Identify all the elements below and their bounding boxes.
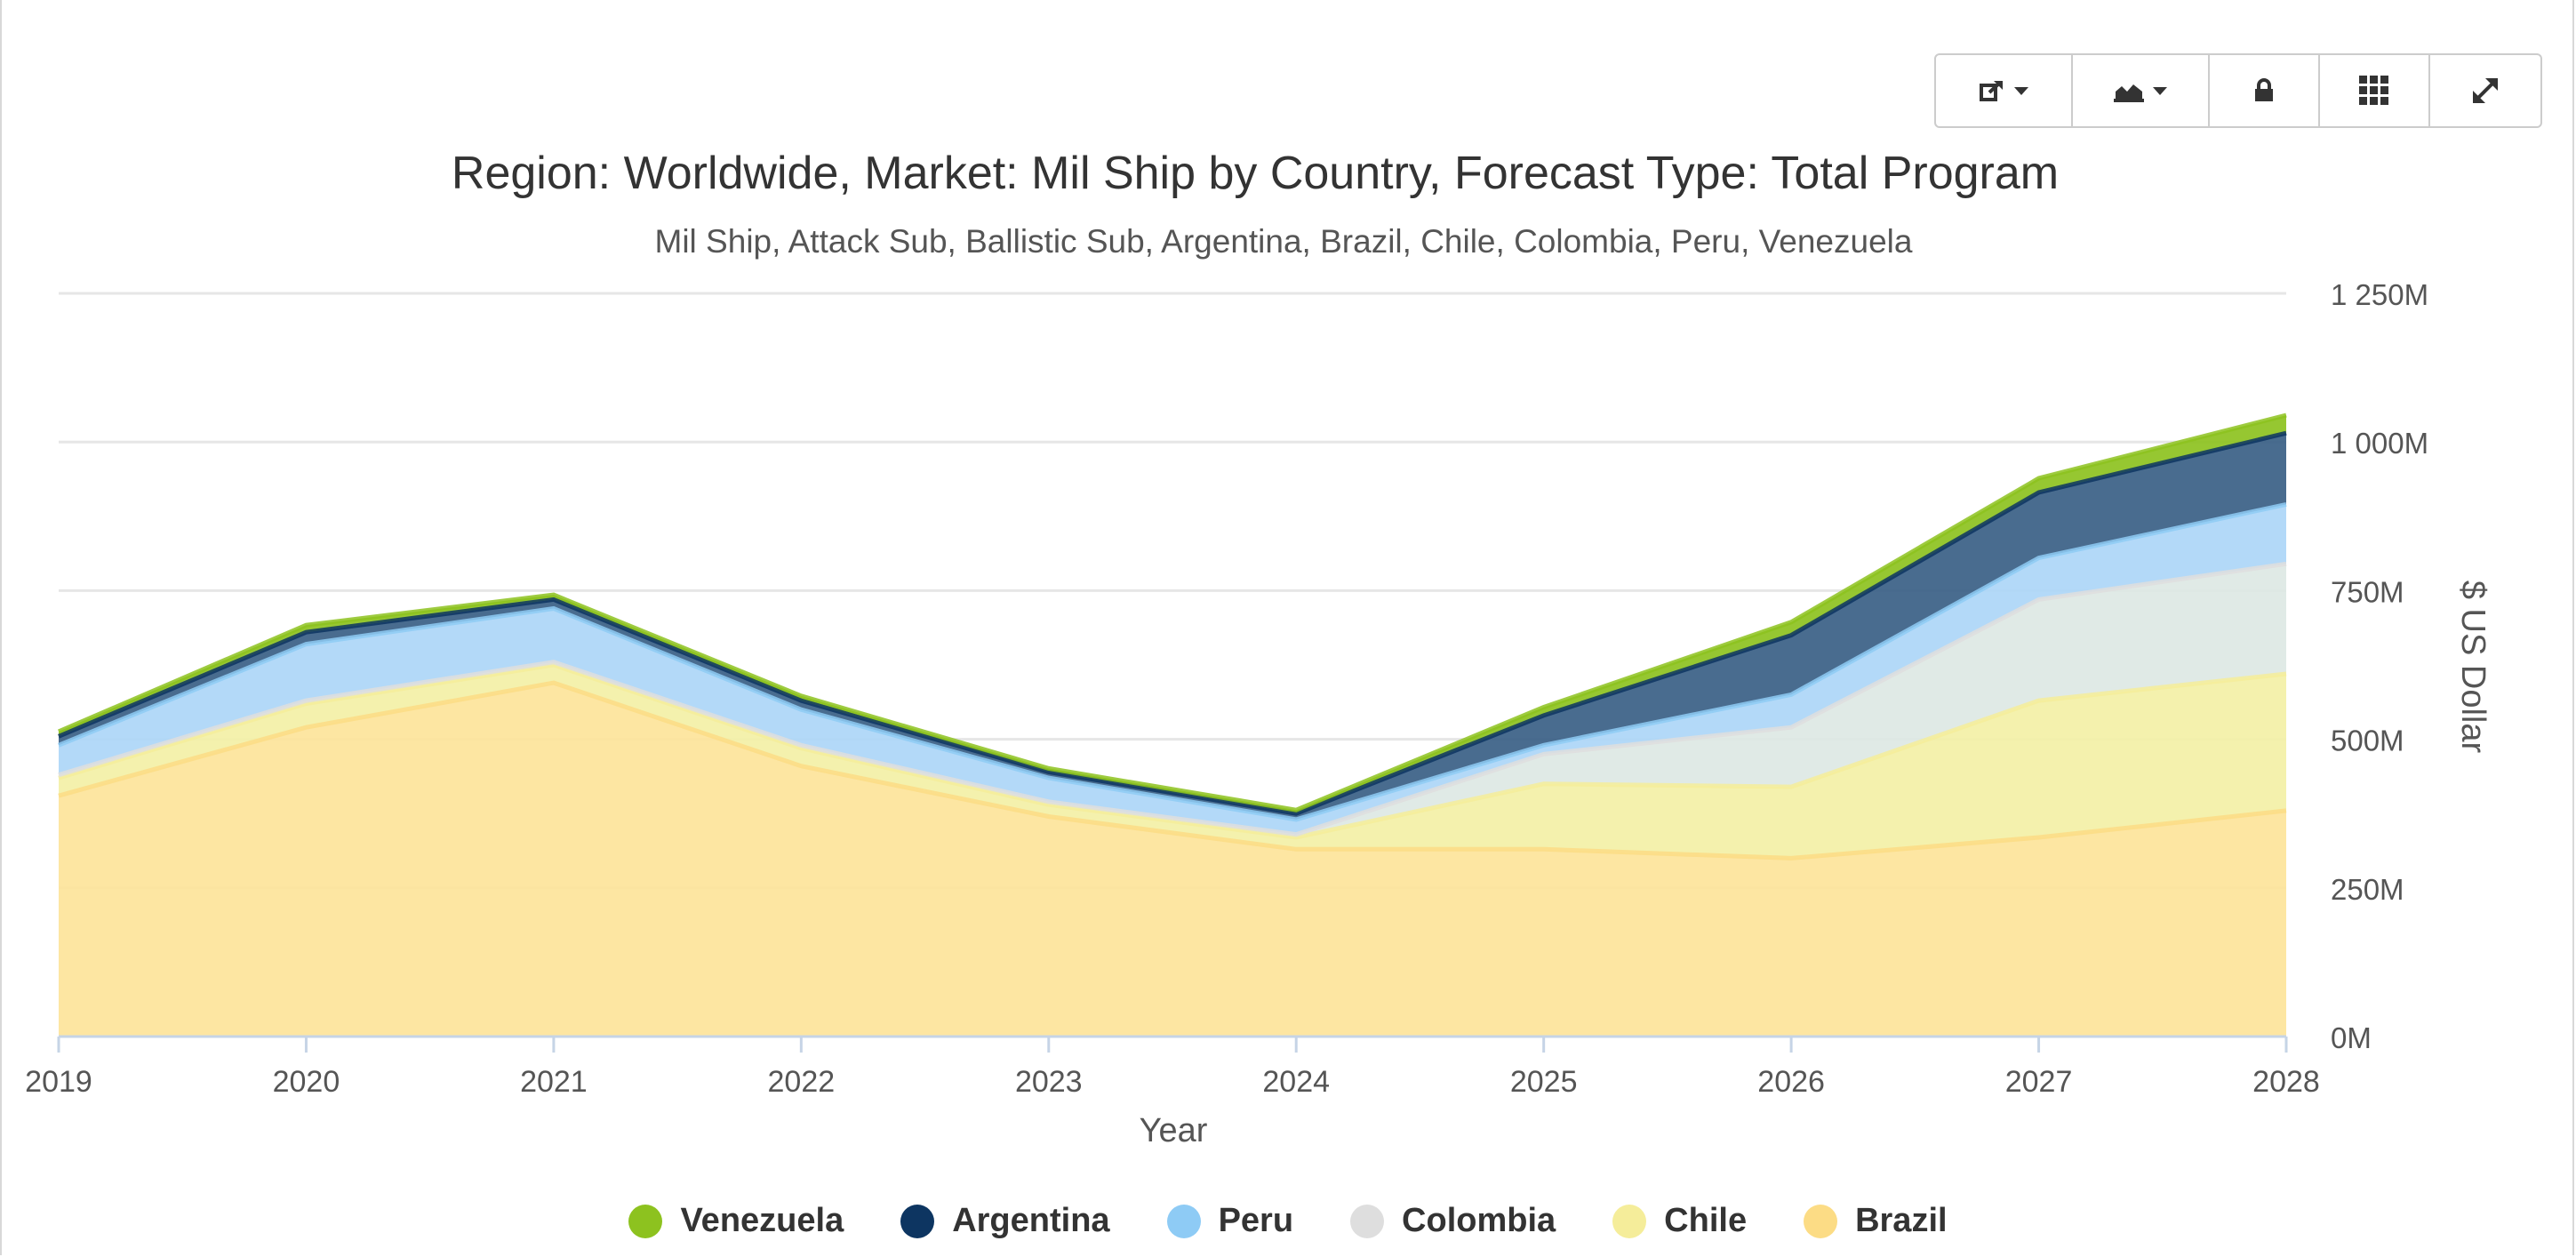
- series-line-chile: [58, 662, 2287, 840]
- expand-button[interactable]: [2430, 55, 2540, 126]
- legend-marker: [628, 1204, 663, 1238]
- legend-marker: [1350, 1204, 1385, 1238]
- expand-icon: [2473, 78, 2498, 103]
- legend-item-chile[interactable]: Chile: [1612, 1202, 1747, 1240]
- legend-label: Brazil: [1855, 1202, 1948, 1239]
- x-tick-label: 2026: [1757, 1065, 1825, 1099]
- legend-marker: [1166, 1204, 1201, 1238]
- area-chart: Region: Worldwide, Market: Mil Ship by C…: [25, 148, 2492, 1149]
- area-brazil: [59, 683, 2286, 1037]
- x-tick-label: 2023: [1015, 1065, 1083, 1099]
- legend-marker: [900, 1204, 935, 1238]
- y-tick-label: 1 250M: [2331, 278, 2428, 311]
- area-chile: [59, 665, 2286, 859]
- lock-button[interactable]: [2210, 55, 2320, 126]
- legend-item-argentina[interactable]: Argentina: [900, 1202, 1110, 1240]
- x-tick-label: 2019: [25, 1065, 92, 1099]
- x-tick-label: 2024: [1262, 1065, 1330, 1099]
- y-tick-label: 250M: [2331, 873, 2404, 906]
- area-chart-icon: [2114, 84, 2144, 102]
- area-colombia: [59, 564, 2286, 837]
- chart-subtitle: Mil Ship, Attack Sub, Ballistic Sub, Arg…: [655, 223, 1913, 260]
- legend-item-peru[interactable]: Peru: [1166, 1202, 1294, 1240]
- y-tick-label: 1 000M: [2331, 427, 2428, 460]
- legend-label: Venezuela: [680, 1202, 844, 1239]
- x-tick-label: 2025: [1510, 1065, 1578, 1099]
- y-tick-label: 0M: [2331, 1021, 2372, 1054]
- chevron-down-icon: [2153, 86, 2167, 95]
- grid-button[interactable]: [2320, 55, 2430, 126]
- y-axis-label: $ US Dollar: [2454, 580, 2492, 754]
- series-line-brazil: [58, 680, 2287, 861]
- x-tick-label: 2027: [2005, 1065, 2073, 1099]
- area-argentina: [59, 433, 2286, 820]
- series-line-peru: [58, 501, 2287, 822]
- x-tick-label: 2028: [2252, 1065, 2320, 1099]
- legend-item-colombia[interactable]: Colombia: [1350, 1202, 1556, 1240]
- y-tick-label: 500M: [2331, 725, 2404, 757]
- lock-icon: [2255, 78, 2273, 101]
- chart-legend: Venezuela Argentina Peru Colombia Chile Brazi…: [0, 1202, 2576, 1240]
- export-icon: [1980, 81, 2003, 101]
- legend-item-brazil[interactable]: Brazil: [1804, 1202, 1948, 1240]
- y-tick-label: 750M: [2331, 575, 2404, 608]
- grid-icon: [2359, 76, 2388, 105]
- series-line-venezuela: [58, 412, 2287, 813]
- legend-item-venezuela[interactable]: Venezuela: [628, 1202, 844, 1240]
- chevron-down-icon: [2014, 86, 2028, 95]
- legend-label: Colombia: [1402, 1202, 1556, 1239]
- legend-label: Peru: [1218, 1202, 1294, 1239]
- chart-toolbar: [1934, 53, 2542, 128]
- series-line-argentina: [58, 430, 2287, 816]
- legend-label: Chile: [1664, 1202, 1748, 1239]
- x-tick-label: 2020: [273, 1065, 340, 1099]
- export-button[interactable]: [1936, 55, 2073, 126]
- chart-title: Region: Worldwide, Market: Mil Ship by C…: [452, 148, 2059, 199]
- legend-marker: [1804, 1204, 1838, 1238]
- chart-type-button[interactable]: [2073, 55, 2210, 126]
- legend-marker: [1612, 1204, 1647, 1238]
- legend-label: Argentina: [952, 1202, 1110, 1239]
- series-line-colombia: [58, 561, 2287, 837]
- x-tick-label: 2021: [520, 1065, 588, 1099]
- x-axis-label: Year: [1140, 1112, 1208, 1149]
- x-tick-label: 2022: [768, 1065, 836, 1099]
